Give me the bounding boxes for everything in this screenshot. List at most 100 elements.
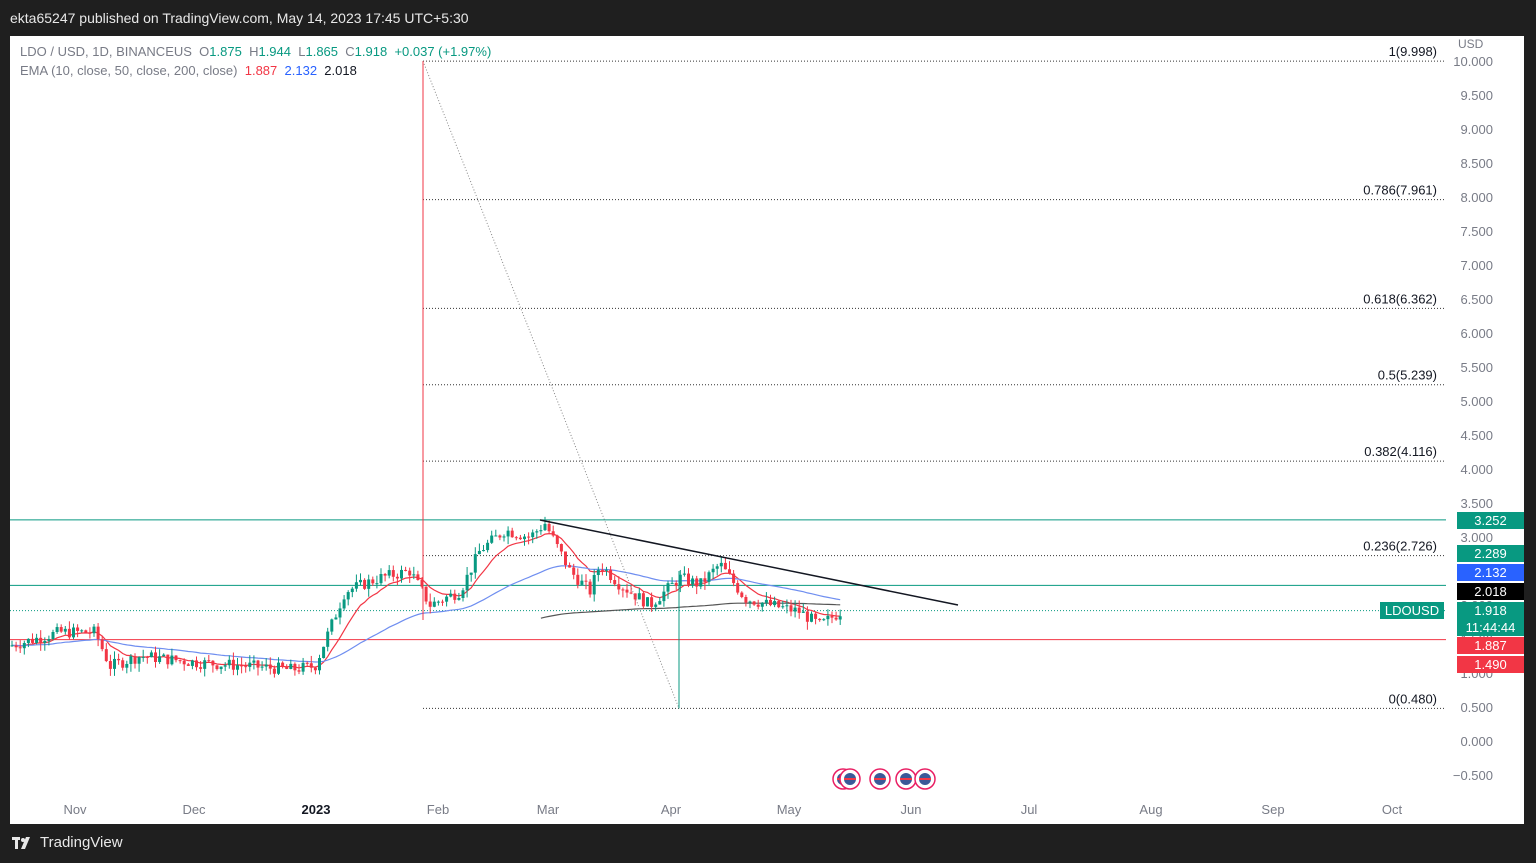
y-tick-label: 4.000 xyxy=(1460,462,1493,477)
candle-body xyxy=(518,537,522,540)
candle-body xyxy=(682,573,686,575)
flag-stripe-icon xyxy=(844,778,856,780)
candle-body xyxy=(838,616,842,620)
candle-body xyxy=(637,593,641,600)
fib-label: 0.382(4.116) xyxy=(1364,444,1437,459)
candle-body xyxy=(555,535,559,545)
candle-body xyxy=(297,670,301,672)
candle-body xyxy=(543,523,547,531)
candle-body xyxy=(453,593,457,600)
x-tick-label: Sep xyxy=(1261,802,1284,817)
candle-body xyxy=(531,532,535,538)
candle-body xyxy=(137,657,141,664)
candle-body xyxy=(322,646,326,659)
candle-body xyxy=(100,639,104,650)
candle-body xyxy=(420,579,424,587)
y-tick-label: 6.500 xyxy=(1460,292,1493,307)
candle-body xyxy=(609,569,613,581)
candle-body xyxy=(822,619,826,621)
publish-info: ekta65247 published on TradingView.com, … xyxy=(10,10,469,26)
candle-body xyxy=(502,536,506,538)
candle-body xyxy=(498,535,502,538)
price-tag-ema10: 1.887 xyxy=(1457,637,1524,654)
candle-body xyxy=(592,575,596,595)
candle-body xyxy=(678,574,682,586)
candle-body xyxy=(51,632,55,640)
candle-body xyxy=(47,639,51,641)
candle-body xyxy=(596,569,600,576)
candle-body xyxy=(576,574,580,585)
candle-body xyxy=(309,663,313,668)
candle-body xyxy=(121,660,125,668)
candle-body xyxy=(264,664,268,667)
candle-body xyxy=(223,665,227,667)
footer-brand-text: TradingView xyxy=(40,834,123,851)
candle-body xyxy=(457,597,461,600)
candle-body xyxy=(719,562,723,567)
candle-body xyxy=(826,615,830,620)
candle-body xyxy=(732,573,736,584)
candle-body xyxy=(400,569,403,579)
candle-body xyxy=(31,638,34,643)
candle-body xyxy=(219,666,223,670)
candle-body xyxy=(14,645,18,648)
legend-low: 1.865 xyxy=(305,44,339,59)
price-tag-fib: 2.289 xyxy=(1457,545,1524,562)
fib-label: 1(9.998) xyxy=(1389,44,1437,59)
candle-body xyxy=(412,574,416,576)
currency-label[interactable]: USD xyxy=(1458,37,1484,51)
candle-body xyxy=(96,626,100,640)
price-tag-ema200: 2.018 xyxy=(1457,583,1524,600)
legend-symbol[interactable]: LDO / USD, 1D, BINANCEUS xyxy=(20,44,192,59)
candle-body xyxy=(125,663,129,668)
candle-body xyxy=(80,630,84,632)
ema50-line xyxy=(12,565,841,663)
candle-body xyxy=(449,593,453,597)
candle-body xyxy=(523,536,526,540)
candle-body xyxy=(375,583,379,585)
fib-label: 0.236(2.726) xyxy=(1363,539,1437,554)
y-tick-label: 5.500 xyxy=(1460,360,1493,375)
candle-body xyxy=(199,667,203,669)
candle-body xyxy=(559,544,563,552)
candle-body xyxy=(691,578,695,585)
price-tag-ema50: 2.132 xyxy=(1457,564,1524,581)
candle-body xyxy=(354,582,358,589)
candle-body xyxy=(818,618,822,621)
candle-body xyxy=(35,637,39,643)
candle-body xyxy=(527,536,531,538)
candle-body xyxy=(252,660,256,663)
candle-body xyxy=(588,581,592,595)
tradingview-brand[interactable]: TradingView xyxy=(12,834,123,851)
candle-body xyxy=(469,572,473,575)
y-tick-label: 6.000 xyxy=(1460,326,1493,341)
price-axis: 10.000 9.500 9.000 8.500 8.000 7.500 7.000 6.50… xyxy=(1453,54,1493,783)
candle-body xyxy=(834,617,838,620)
candle-body xyxy=(408,570,412,576)
legend-ema-label[interactable]: EMA (10, close, 50, close, 200, close) xyxy=(20,63,238,78)
x-tick-label: Nov xyxy=(63,802,87,817)
legend-ema-row: EMA (10, close, 50, close, 200, close) 1… xyxy=(20,61,491,80)
candle-body xyxy=(584,580,588,582)
candle-body xyxy=(129,656,133,664)
candle-body xyxy=(244,666,248,668)
time-axis: Nov Dec 2023 Feb Mar Apr May Jun Jul Aug Sep Oct xyxy=(63,802,1402,817)
candle-body xyxy=(568,565,572,568)
fib-label: 0.618(6.362) xyxy=(1363,291,1437,306)
candle-body xyxy=(629,592,633,594)
chart-frame[interactable] xyxy=(10,36,1524,824)
candle-body xyxy=(789,605,793,612)
candle-body xyxy=(477,550,481,555)
candle-body xyxy=(383,574,387,576)
legend-low-label: L xyxy=(298,44,306,59)
candle-body xyxy=(227,659,231,666)
candle-body xyxy=(510,530,514,538)
candle-body xyxy=(133,656,137,664)
chart-legend: LDO / USD, 1D, BINANCEUS O1.875 H1.944 L… xyxy=(20,42,491,80)
footer: TradingView xyxy=(0,824,1536,863)
candle-body xyxy=(277,662,280,674)
tradingview-logo-icon xyxy=(12,836,30,849)
candle-body xyxy=(39,637,43,643)
candle-body xyxy=(346,592,350,600)
